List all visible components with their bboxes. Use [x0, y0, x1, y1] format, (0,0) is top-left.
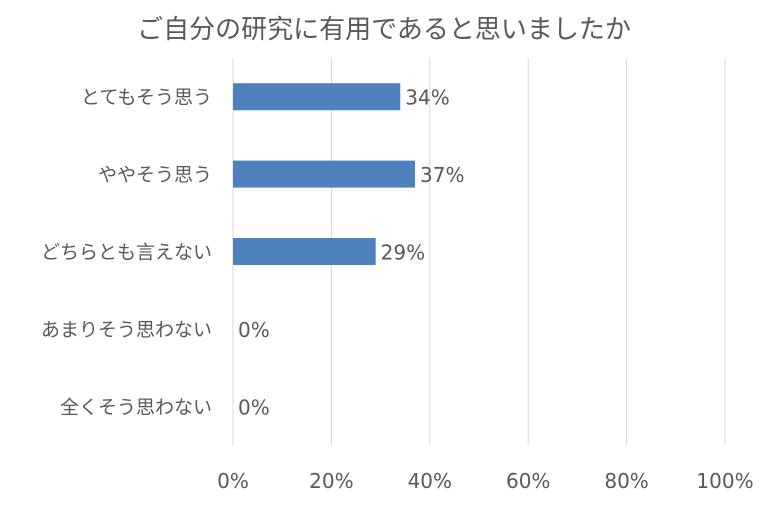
- x-tick-label: 80%: [604, 469, 648, 493]
- x-tick-label: 0%: [217, 469, 249, 493]
- bar: [233, 238, 376, 265]
- category-label: ややそう思う: [98, 164, 212, 186]
- category-label: とてもそう思う: [81, 87, 212, 109]
- x-tick-label: 20%: [309, 469, 353, 493]
- category-label: あまりそう思わない: [41, 319, 212, 341]
- category-label: どちらとも言えない: [41, 242, 212, 264]
- bar: [233, 83, 401, 111]
- bar: [233, 160, 416, 188]
- chart-title: ご自分の研究に有用であると思いましたか: [137, 15, 631, 45]
- data-label: 29%: [381, 241, 425, 265]
- x-tick-label: 100%: [696, 469, 753, 493]
- data-label: 0%: [238, 318, 270, 342]
- data-label: 34%: [405, 86, 449, 110]
- x-tick-label: 60%: [506, 469, 550, 493]
- category-label: 全くそう思わない: [60, 396, 212, 418]
- data-label: 0%: [238, 395, 270, 419]
- x-tick-label: 40%: [408, 469, 452, 493]
- data-label: 37%: [420, 163, 464, 187]
